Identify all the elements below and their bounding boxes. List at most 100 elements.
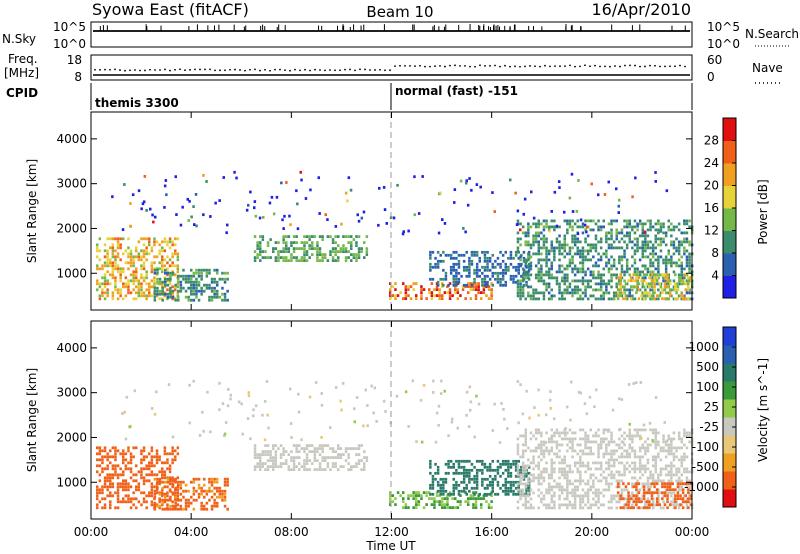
data-cell <box>576 267 579 271</box>
data-cell <box>618 231 621 235</box>
data-cell <box>553 485 556 489</box>
data-cell <box>439 483 442 487</box>
data-cell <box>483 253 487 257</box>
data-cell <box>494 477 497 481</box>
data-cell <box>573 479 577 483</box>
data-cell <box>666 297 669 301</box>
data-cell <box>646 482 650 486</box>
data-cell <box>581 497 585 501</box>
data-cell <box>641 497 644 501</box>
data-cell <box>145 473 148 477</box>
data-cell <box>521 285 525 289</box>
data-cell <box>457 462 461 466</box>
scatter-cell <box>475 394 478 398</box>
data-cell <box>96 267 99 271</box>
data-cell <box>586 494 590 498</box>
nave-point <box>94 68 96 71</box>
data-cell <box>164 495 167 499</box>
data-cell <box>161 246 164 250</box>
data-cell <box>111 261 115 265</box>
data-cell <box>573 491 577 495</box>
nsky-trace <box>93 24 690 32</box>
data-cell <box>266 453 270 456</box>
data-cell <box>597 428 600 432</box>
data-cell <box>96 452 99 456</box>
data-cell <box>468 471 471 475</box>
colorbar-tick-label: -1000 <box>684 480 719 494</box>
data-cell <box>589 270 592 274</box>
data-cell <box>644 243 647 247</box>
data-cell <box>586 506 590 510</box>
data-cell <box>140 258 143 262</box>
data-cell <box>114 285 117 289</box>
data-cell <box>507 468 510 472</box>
data-cell <box>462 489 466 493</box>
data-cell <box>274 453 278 456</box>
data-cell <box>334 259 337 262</box>
scatter-cell <box>214 201 217 205</box>
nsky-tick-bottom: 10^0 <box>53 37 86 51</box>
data-cell <box>177 289 180 293</box>
data-cell <box>584 434 587 438</box>
data-cell <box>547 291 551 295</box>
data-cell <box>200 277 203 281</box>
data-cell <box>213 480 216 484</box>
data-cell <box>464 491 467 494</box>
data-cell <box>524 500 527 504</box>
data-cell <box>635 482 638 486</box>
nave-point <box>609 65 611 68</box>
data-cell <box>597 225 600 229</box>
scatter-cell <box>254 214 258 218</box>
data-cell <box>119 267 122 271</box>
data-cell <box>205 286 209 290</box>
data-cell <box>475 271 479 275</box>
scatter-cell <box>635 381 638 385</box>
data-cell <box>438 297 441 300</box>
data-cell <box>527 228 530 232</box>
data-cell <box>568 252 572 256</box>
data-cell <box>472 503 475 506</box>
data-cell <box>648 282 651 286</box>
data-cell <box>163 473 167 477</box>
data-cell <box>166 452 169 456</box>
data-cell <box>542 273 546 277</box>
data-cell <box>101 276 104 280</box>
data-cell <box>161 298 164 302</box>
data-cell <box>402 282 405 285</box>
scatter-cell <box>558 186 561 189</box>
data-cell <box>475 253 479 257</box>
data-cell <box>563 219 566 223</box>
scatter-cell <box>300 178 303 182</box>
data-cell <box>550 243 553 247</box>
data-cell <box>618 258 621 262</box>
data-cell <box>509 262 513 266</box>
data-cell <box>509 465 513 469</box>
data-cell <box>641 443 644 447</box>
data-cell <box>625 461 629 465</box>
data-cell <box>519 434 522 438</box>
data-cell <box>641 270 644 274</box>
data-cell <box>166 480 170 484</box>
x-tick-label: 16:00 <box>474 525 509 539</box>
scatter-cell <box>466 203 470 207</box>
data-cell <box>135 473 138 477</box>
data-cell <box>218 489 222 493</box>
data-cell <box>527 482 530 486</box>
data-cell <box>527 270 530 274</box>
scatter-cell <box>392 216 396 220</box>
scatter-cell <box>450 417 454 421</box>
data-cell <box>553 258 556 262</box>
data-cell <box>425 503 428 506</box>
data-cell <box>631 264 634 268</box>
data-cell <box>483 280 487 284</box>
data-cell <box>491 477 494 481</box>
data-cell <box>391 494 395 497</box>
data-cell <box>103 479 107 483</box>
data-cell <box>504 486 507 490</box>
data-cell <box>664 234 668 238</box>
data-cell <box>675 261 678 265</box>
data-cell <box>568 225 572 229</box>
data-cell <box>579 297 582 301</box>
data-cell <box>676 282 680 286</box>
data-cell <box>573 240 577 244</box>
